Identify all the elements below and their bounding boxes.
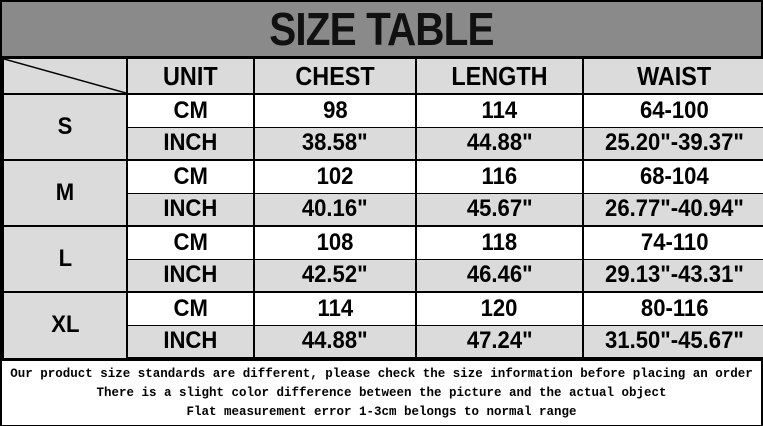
length-value: 46.46"	[415, 258, 584, 293]
length-value: 47.24"	[415, 324, 584, 359]
table-row: INCH 44.88" 47.24" 31.50"-45.67"	[3, 324, 763, 359]
size-label-xl: XL	[2, 291, 128, 359]
table-row: XL CM 114 120 80-116	[2, 291, 763, 359]
waist-value: 26.77"-40.94"	[582, 192, 763, 227]
table-row: L CM 108 118 74-110	[2, 225, 763, 293]
chest-value: 44.88"	[253, 324, 417, 359]
length-value: 45.67"	[415, 192, 584, 227]
waist-value: 29.13"-43.31"	[582, 258, 763, 293]
length-value: 116	[415, 159, 584, 194]
chest-value: 114	[253, 291, 417, 326]
column-header-unit: UNIT	[126, 57, 255, 95]
chest-value: 38.58"	[253, 126, 417, 161]
waist-value: 80-116	[582, 291, 763, 326]
table-row: INCH 40.16" 45.67" 26.77"-40.94"	[3, 192, 763, 227]
footer-line-2: There is a slight color difference betwe…	[96, 386, 667, 400]
length-value: 114	[415, 93, 584, 128]
unit-cell: INCH	[126, 258, 255, 293]
diagonal-line-icon	[4, 59, 126, 93]
size-label-m: M	[2, 159, 128, 227]
waist-value: 31.50"-45.67"	[582, 324, 763, 359]
header-row: UNIT CHEST LENGTH WAIST	[2, 57, 763, 95]
length-value: 120	[415, 291, 584, 326]
table-row: INCH 42.52" 46.46" 29.13"-43.31"	[3, 258, 763, 293]
waist-value: 68-104	[582, 159, 763, 194]
table-row: S CM 98 114 64-100	[2, 93, 763, 161]
footer-line-1: Our product size standards are different…	[10, 367, 753, 381]
unit-cell: INCH	[126, 126, 255, 161]
unit-cell: CM	[126, 291, 255, 326]
column-header-chest: CHEST	[253, 57, 417, 95]
title-band: SIZE TABLE	[2, 2, 761, 57]
column-header-length: LENGTH	[415, 57, 584, 95]
page-title: SIZE TABLE	[269, 3, 494, 55]
waist-value: 25.20"-39.37"	[582, 126, 763, 161]
table-row: INCH 38.58" 44.88" 25.20"-39.37"	[3, 126, 763, 161]
waist-value: 64-100	[582, 93, 763, 128]
size-label-l: L	[2, 225, 128, 293]
waist-value: 74-110	[582, 225, 763, 260]
footer-line-3: Flat measurement error 1-3cm belongs to …	[186, 405, 577, 419]
chest-value: 42.52"	[253, 258, 417, 293]
footer-disclaimer: Our product size standards are different…	[2, 359, 761, 425]
unit-cell: CM	[126, 93, 255, 128]
size-table: UNIT CHEST LENGTH WAIST S CM 98 114 64-1…	[2, 57, 763, 359]
column-header-waist: WAIST	[582, 57, 763, 95]
unit-cell: CM	[126, 225, 255, 260]
size-label-s: S	[2, 93, 128, 161]
length-value: 44.88"	[415, 126, 584, 161]
length-value: 118	[415, 225, 584, 260]
chest-value: 108	[253, 225, 417, 260]
chest-value: 102	[253, 159, 417, 194]
unit-cell: CM	[126, 159, 255, 194]
corner-diagonal-cell	[2, 57, 128, 95]
unit-cell: INCH	[126, 192, 255, 227]
unit-cell: INCH	[126, 324, 255, 359]
chest-value: 40.16"	[253, 192, 417, 227]
chest-value: 98	[253, 93, 417, 128]
table-row: M CM 102 116 68-104	[2, 159, 763, 227]
